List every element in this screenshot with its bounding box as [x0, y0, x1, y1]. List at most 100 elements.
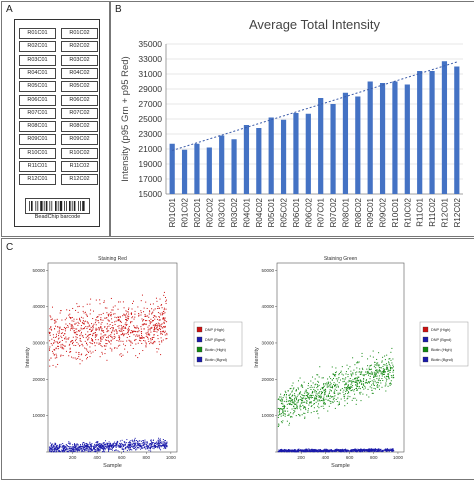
data-point [334, 449, 336, 451]
data-point [58, 445, 60, 447]
data-point [393, 369, 395, 371]
data-point [71, 328, 73, 330]
data-point [282, 403, 284, 405]
data-point [297, 450, 299, 452]
data-point [109, 448, 111, 450]
data-point [162, 443, 164, 445]
data-point [60, 443, 62, 445]
data-point [388, 450, 390, 452]
data-point [49, 332, 51, 334]
data-point [140, 328, 142, 330]
data-point [116, 445, 118, 447]
data-point [111, 309, 113, 311]
data-point [155, 446, 157, 448]
data-point [57, 449, 59, 451]
chip-slot-r12c02: R12C02 [61, 174, 98, 186]
data-point [77, 306, 79, 308]
data-point [79, 340, 81, 342]
data-point [92, 310, 94, 312]
data-point [71, 447, 73, 449]
data-point [130, 442, 132, 444]
data-point [359, 368, 361, 370]
data-point [291, 451, 293, 453]
data-point [53, 449, 55, 451]
data-point [74, 449, 76, 451]
data-point [111, 449, 113, 451]
data-point [135, 442, 137, 444]
data-point [280, 408, 282, 410]
data-point [112, 313, 114, 315]
data-point [125, 313, 127, 315]
data-point [63, 445, 65, 447]
data-point [338, 449, 340, 451]
data-point [284, 405, 286, 407]
data-point [333, 377, 335, 379]
data-point [380, 382, 382, 384]
data-point [108, 443, 110, 445]
data-point [381, 371, 383, 373]
data-point [126, 450, 128, 452]
data-point [102, 444, 104, 446]
data-point [60, 344, 62, 346]
data-point [83, 323, 85, 325]
data-point [54, 442, 56, 444]
data-point [364, 382, 366, 384]
data-point [121, 327, 123, 329]
data-point [135, 446, 137, 448]
data-point [53, 336, 55, 338]
data-point [353, 449, 355, 451]
data-point [58, 450, 60, 452]
data-point [328, 382, 330, 384]
data-point [390, 359, 392, 361]
data-point [154, 325, 156, 327]
data-point [109, 320, 111, 322]
data-point [360, 372, 362, 374]
data-point [145, 335, 147, 337]
data-point [68, 314, 70, 316]
data-point [77, 321, 79, 323]
chip-slot-r01c01: R01C01 [19, 28, 56, 39]
data-point [356, 379, 358, 381]
data-point [96, 448, 98, 450]
data-point [370, 364, 372, 366]
data-point [375, 388, 377, 390]
data-point [313, 400, 315, 402]
data-point [135, 327, 137, 329]
data-point [53, 319, 55, 321]
data-point [121, 443, 123, 445]
data-point [152, 324, 154, 326]
data-point [118, 335, 120, 337]
data-point [342, 391, 344, 393]
data-point [160, 354, 162, 356]
data-point [164, 446, 166, 448]
data-point [131, 312, 133, 314]
data-point [373, 449, 375, 451]
data-point [118, 325, 120, 327]
data-point [376, 385, 378, 387]
data-point [154, 318, 156, 320]
data-point [369, 355, 371, 357]
data-point [338, 403, 340, 405]
data-point [52, 447, 54, 449]
data-point [140, 446, 142, 448]
data-point [337, 392, 339, 394]
data-point [348, 386, 350, 388]
data-point [299, 450, 301, 452]
data-point [386, 449, 388, 451]
chip-slot-r05c01: R05C01 [19, 81, 56, 93]
data-point [152, 336, 154, 338]
data-point [85, 447, 87, 449]
chip-slot-r04c02: R04C02 [61, 67, 98, 79]
data-point [94, 322, 96, 324]
data-point [82, 445, 84, 447]
data-point [327, 399, 329, 401]
data-point [108, 444, 110, 446]
data-point [163, 445, 165, 447]
data-point [377, 449, 379, 451]
data-point [92, 334, 94, 336]
data-point [108, 315, 110, 317]
data-point [95, 442, 97, 444]
data-point [92, 351, 94, 353]
data-point [82, 317, 84, 319]
data-point [130, 340, 132, 342]
